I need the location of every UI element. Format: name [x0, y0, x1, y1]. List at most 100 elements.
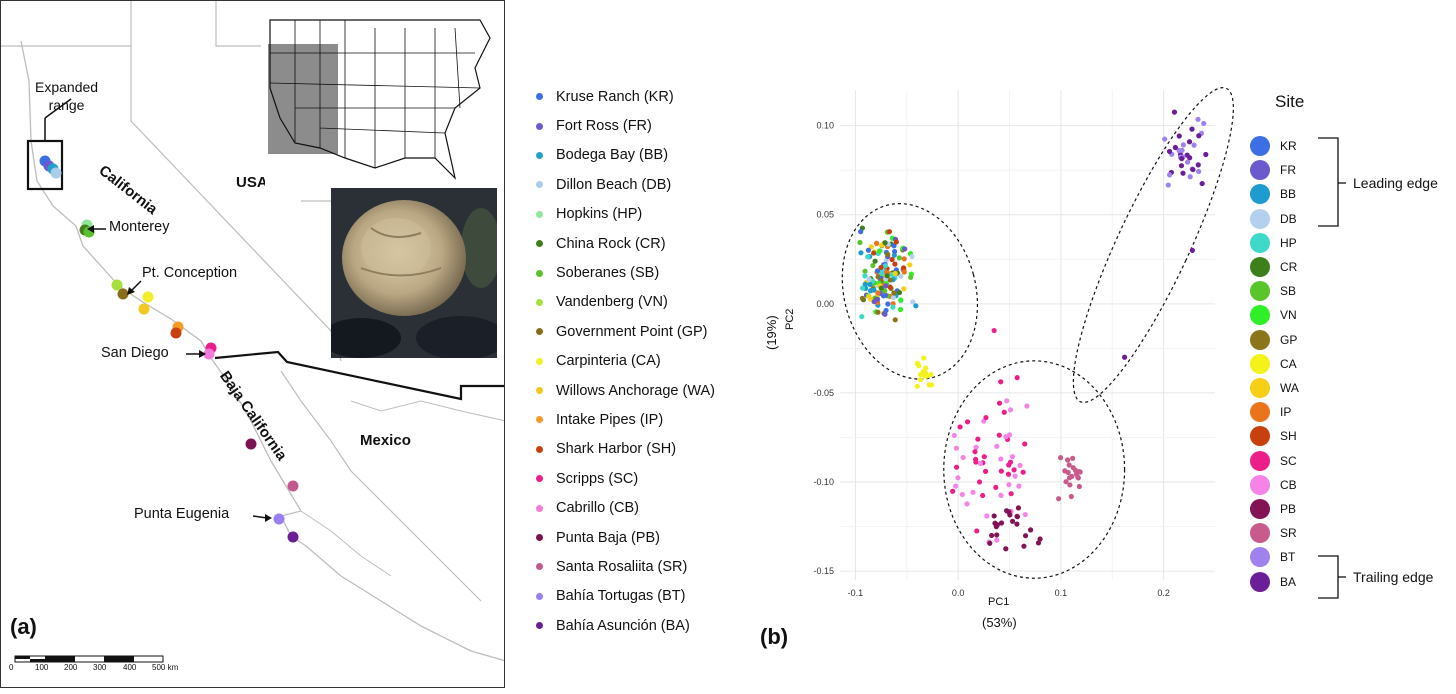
scale-tick-200: 200 [64, 663, 78, 672]
data-point-sb [908, 274, 914, 280]
data-point-cb [1024, 403, 1030, 409]
legend-label: Cabrillo (CB) [556, 500, 639, 517]
data-point-bb [871, 287, 877, 293]
data-point-cb [998, 492, 1004, 498]
site-legend-dot [1250, 257, 1270, 277]
site-legend-row: KR [1250, 135, 1297, 157]
data-point-sr [1063, 479, 1069, 485]
data-point-sc [1020, 469, 1026, 475]
site-legend-dot [1250, 184, 1270, 205]
data-point-sc [1001, 409, 1007, 415]
site-legend-row: DB [1250, 208, 1297, 230]
data-point-cr [872, 258, 878, 264]
site-legend-code: CR [1280, 260, 1298, 274]
legend-label: China Rock (CR) [556, 235, 666, 252]
data-point-cb [973, 444, 979, 450]
map-site-dot [170, 327, 182, 339]
data-point-cb [1012, 473, 1018, 479]
data-point-cb [1006, 482, 1012, 488]
site-legend-row: CR [1250, 256, 1297, 278]
data-point-bt [1166, 172, 1173, 178]
data-point-gp [891, 290, 897, 296]
data-point-cb [994, 443, 1000, 449]
data-point-ba [1171, 109, 1178, 115]
data-point-sr [1064, 457, 1071, 463]
site-legend-row: CA [1250, 353, 1297, 375]
site-legend-dot [1250, 426, 1270, 447]
data-point-pb [1027, 527, 1034, 533]
data-point-cb [998, 456, 1004, 462]
data-point-wa [901, 286, 907, 292]
data-point-ip [901, 256, 907, 262]
legend-item: Carpinteria (CA) [536, 347, 766, 376]
san-diego-label: San Diego [101, 345, 169, 361]
data-point-pb [1003, 546, 1009, 552]
data-point-sr [1056, 496, 1062, 502]
legend-label: Bahía Asunción (BA) [556, 617, 690, 634]
data-point-bb [867, 281, 873, 288]
legend-dot [536, 298, 543, 306]
data-point-ba [1121, 354, 1128, 360]
data-point-sc [1011, 467, 1017, 473]
data-point-pb [998, 520, 1005, 526]
site-legend-dot [1250, 571, 1270, 592]
scale-tick-100: 100 [35, 663, 49, 672]
pca-scatter-plot: -0.1 0.0 0.1 0.2 -0.15 -0.10 -0.05 0.00 0.05 0.10 [813, 87, 1234, 598]
data-point-sc [1007, 459, 1014, 465]
data-point-sr [1068, 493, 1074, 500]
data-point-sc [973, 456, 979, 462]
data-point-ca [922, 370, 929, 376]
data-point-ba [1189, 247, 1195, 253]
map-site-dot [287, 531, 299, 543]
data-point-kr [883, 307, 889, 314]
data-point-sh [900, 265, 907, 271]
data-point-sh [886, 229, 893, 235]
legend-label: Hopkins (HP) [556, 206, 643, 223]
monterey-label: Monterey [109, 219, 170, 235]
site-legend-row: BA [1250, 571, 1296, 593]
site-legend-row: SR [1250, 522, 1297, 544]
site-legend-dot [1250, 474, 1270, 495]
data-point-hp [882, 263, 888, 269]
data-point-fr [883, 283, 889, 289]
usa-inset-map [265, 8, 497, 188]
legend-dot [536, 534, 543, 542]
site-legend-dot [1250, 402, 1270, 423]
punta-eugenia-label: Punta Eugenia [134, 506, 230, 522]
legend-label: Soberanes (SB) [556, 265, 660, 282]
data-point-sh [893, 239, 899, 245]
legend-dot [536, 181, 543, 189]
legend-item: Vandenberg (VN) [536, 288, 766, 317]
legend-label: Dillon Beach (DB) [556, 176, 672, 193]
data-point-pb [987, 540, 993, 546]
abalone-photo [331, 188, 497, 358]
site-legend-dot [1250, 232, 1270, 253]
y-tick-label: -0.15 [813, 566, 834, 576]
data-point-ba [1190, 166, 1196, 173]
data-point-pb [1015, 505, 1022, 511]
site-legend-row: WA [1250, 377, 1299, 399]
x-tick-label: 0.2 [1157, 588, 1170, 598]
y-tick-label: -0.05 [813, 388, 834, 398]
site-legend-dot [1250, 499, 1270, 519]
site-legend-code: CB [1280, 477, 1297, 492]
data-point-ca [928, 371, 934, 378]
data-point-ba [1178, 163, 1185, 169]
data-point-ba [1180, 170, 1186, 176]
cluster-ellipse [841, 203, 979, 380]
data-point-bt [1195, 116, 1201, 122]
data-point-kr [885, 301, 891, 307]
data-point-db [910, 299, 916, 305]
data-point-sr [1057, 455, 1064, 461]
legend-dot [536, 592, 543, 600]
data-point-pb [1014, 521, 1020, 527]
data-point-cr [878, 285, 884, 291]
data-point-cb [1004, 398, 1010, 404]
map-site-dots [39, 155, 299, 543]
data-point-bt [1180, 142, 1186, 148]
data-point-gp [887, 277, 893, 283]
legend-label: Scripps (SC) [556, 470, 639, 487]
data-point-kr [865, 247, 871, 253]
data-point-sr [1076, 483, 1082, 490]
legend-label: Government Point (GP) [556, 323, 708, 340]
